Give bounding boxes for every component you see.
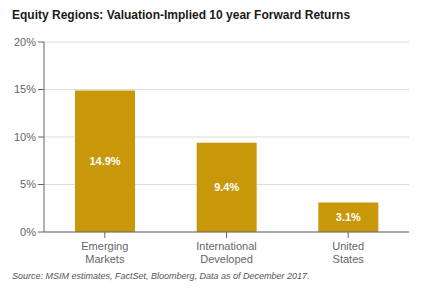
svg-text:20%: 20% [14, 36, 36, 48]
svg-text:InternationalDeveloped: InternationalDeveloped [196, 240, 257, 265]
svg-text:UnitedStates: UnitedStates [332, 240, 364, 265]
svg-text:10%: 10% [14, 131, 36, 143]
svg-text:5%: 5% [20, 178, 36, 190]
html-text:Equity Regions: Valuation-Impl: Equity Regions: Valuation-Implied 10 yea… [12, 8, 351, 22]
svg-text:3.1%: 3.1% [336, 211, 361, 223]
svg-text:14.9%: 14.9% [89, 155, 120, 167]
html-text:Source: MSIM estimates, FactSe: Source: MSIM estimates, FactSet, Bloombe… [12, 271, 310, 281]
svg-text:EmergingMarkets: EmergingMarkets [81, 240, 128, 265]
svg-text:9.4%: 9.4% [214, 181, 239, 193]
svg-text:15%: 15% [14, 83, 36, 95]
svg-text:0%: 0% [20, 226, 36, 238]
